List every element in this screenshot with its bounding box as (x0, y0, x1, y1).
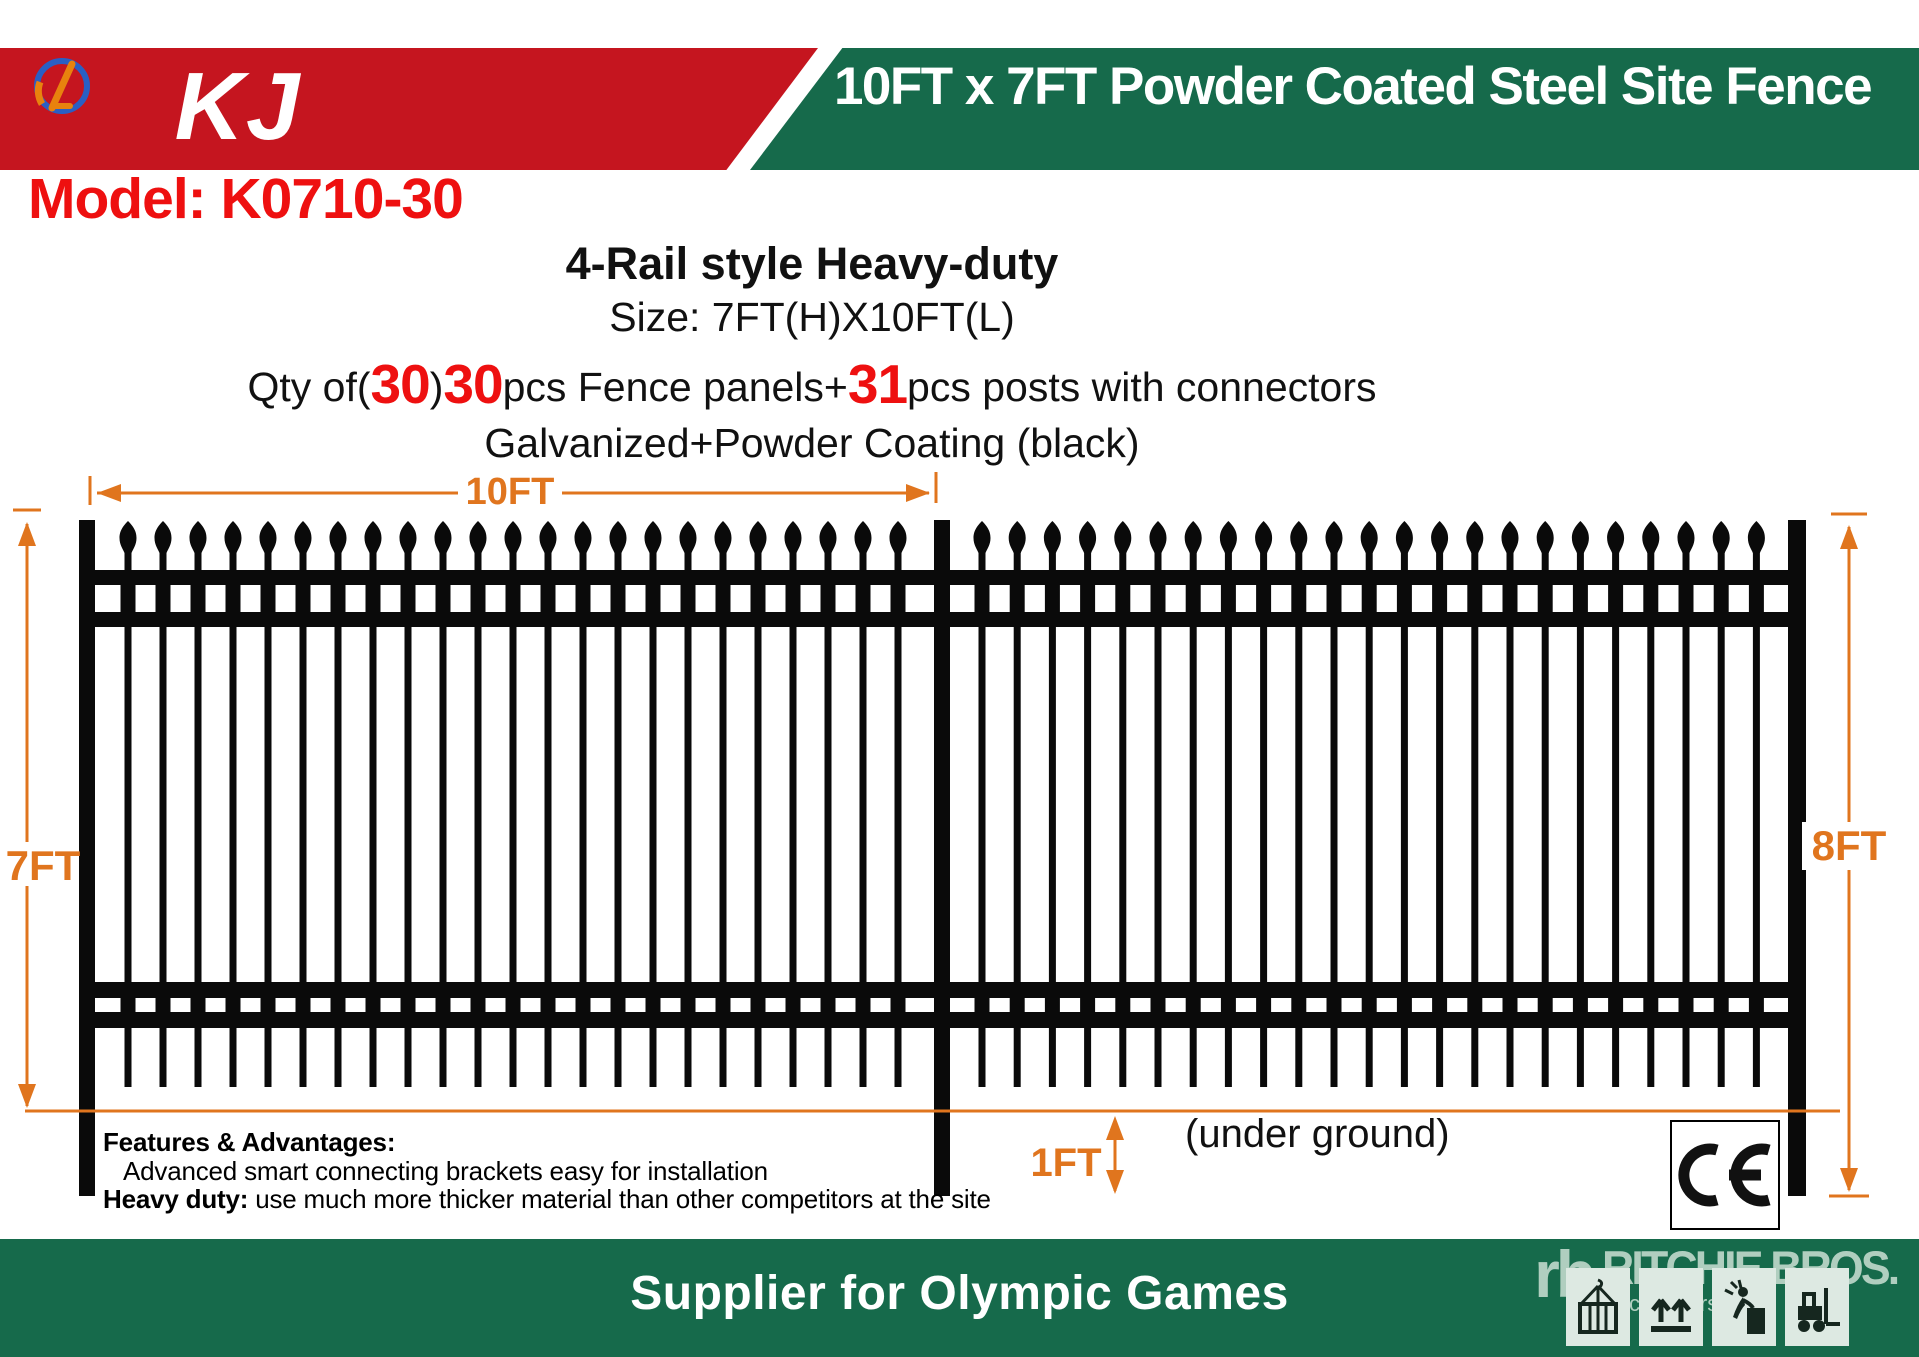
dimension-label-width: 10FT (458, 471, 562, 514)
features-block: Features & Advantages: Advanced smart co… (103, 1128, 991, 1214)
page-title: 10FT x 7FT Powder Coated Steel Site Fenc… (833, 57, 1873, 116)
post-qty-value: 31 (847, 353, 908, 415)
ce-mark (1670, 1120, 1780, 1230)
forklift-icon (1785, 1268, 1849, 1346)
this-way-up-icon (1639, 1268, 1703, 1346)
dimension-label-underground: 1FT (1030, 1141, 1102, 1185)
dimension-label-total-height: 8FT (1802, 822, 1896, 870)
company-logo-text: KJ (174, 53, 302, 160)
quantity-line: Qty of(30)30pcs Fence panels+31pcs posts… (247, 353, 1377, 415)
crate-hoist-icon (1566, 1268, 1630, 1346)
packaging-icons (1566, 1268, 1849, 1346)
coating-line: Galvanized+Powder Coating (black) (484, 420, 1140, 466)
feature-line-2: Heavy duty: use much more thicker materi… (103, 1184, 991, 1214)
model-number: Model: K0710-30 (28, 167, 464, 231)
style-line: 4-Rail style Heavy-duty (565, 238, 1059, 289)
feature-line-1: Advanced smart connecting brackets easy … (123, 1155, 768, 1186)
size-line: Size: 7FT(H)X10FT(L) (609, 294, 1015, 340)
footer-slogan: Supplier for Olympic Games (630, 1267, 1289, 1320)
dimension-label-height-above-ground: 7FT (5, 842, 81, 889)
panel-qty-value: 30 (370, 353, 431, 415)
header-red-banner (0, 48, 818, 170)
header-green-banner (750, 48, 1919, 170)
features-heading: Features & Advantages: (103, 1127, 396, 1157)
underground-note: (under ground) (1185, 1112, 1450, 1156)
globe-swoosh-icon (30, 54, 94, 118)
no-step-icon (1712, 1268, 1776, 1346)
panel-qty-value-2: 30 (443, 353, 503, 415)
